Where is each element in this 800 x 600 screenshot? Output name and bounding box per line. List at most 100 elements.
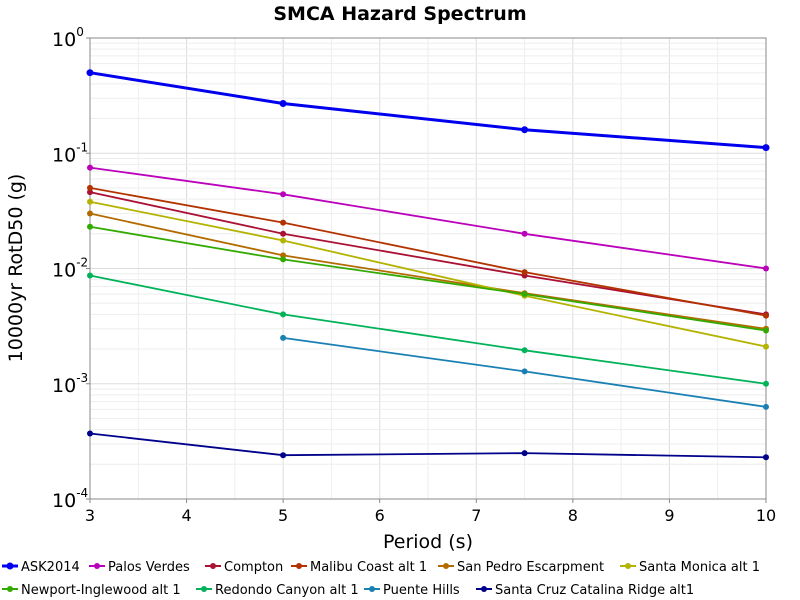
series-line [89, 212, 767, 330]
data-point [280, 334, 287, 341]
data-point [762, 144, 770, 152]
legend-swatch-marker [369, 586, 375, 592]
legend-item: Malibu Coast alt 1 [291, 560, 427, 575]
data-point [763, 265, 769, 272]
legend-label: Malibu Coast alt 1 [310, 560, 427, 575]
data-point [87, 223, 93, 230]
legend-swatch-marker [296, 563, 302, 569]
data-point [280, 191, 287, 198]
x-tick-label: 10 [756, 506, 776, 525]
legend-swatch-marker [210, 563, 216, 569]
series-line [89, 71, 767, 150]
legend-item: ASK2014 [2, 560, 80, 575]
series-group [86, 69, 770, 152]
series-line [89, 200, 767, 348]
data-point [280, 452, 287, 459]
data-point [521, 347, 528, 354]
data-point [763, 327, 769, 334]
legend-label: Palos Verdes [108, 560, 190, 575]
legend-swatch-marker [6, 562, 14, 570]
data-point [87, 189, 93, 196]
legend-swatch-marker [7, 586, 13, 592]
y-tick-label: 10-3 [52, 371, 88, 397]
data-point [521, 368, 528, 375]
legend-label: San Pedro Escarpment [457, 560, 604, 575]
x-tick-label: 6 [375, 506, 385, 525]
series-line [89, 191, 767, 316]
data-point [280, 256, 287, 263]
legend-label: ASK2014 [21, 560, 80, 575]
series-group [87, 184, 769, 319]
y-tick-base: 10 [52, 375, 76, 397]
legend-item: San Pedro Escarpment [438, 560, 604, 575]
y-tick-label: 10-2 [52, 256, 88, 282]
y-tick-base: 10 [52, 260, 76, 282]
data-point [280, 219, 287, 226]
data-point [763, 380, 769, 387]
series-line [89, 225, 767, 332]
y-tick-label: 10-1 [52, 140, 88, 166]
data-point [763, 312, 769, 319]
data-point [521, 230, 528, 237]
data-point [763, 454, 769, 461]
x-axis-ticks: 3 4 5 6 7 8 9 10 [85, 499, 776, 525]
x-tick-label: 8 [568, 506, 578, 525]
data-point [87, 272, 93, 279]
x-tick-label: 5 [278, 506, 288, 525]
legend-item: Palos Verdes [89, 560, 190, 575]
series-layer [86, 69, 770, 461]
legend-item: Santa Monica alt 1 [620, 560, 760, 575]
data-point [763, 403, 769, 410]
grid-lines [89, 38, 767, 500]
data-point [521, 126, 529, 134]
data-point [87, 210, 93, 217]
legend-item: Santa Cruz Catalina Ridge alt1 [476, 583, 694, 598]
data-point [87, 184, 93, 191]
data-point [521, 450, 528, 457]
data-point [86, 69, 94, 77]
series-line [89, 432, 767, 459]
x-tick-label: 9 [664, 506, 674, 525]
legend-label: Compton [224, 560, 283, 575]
y-tick-label: 100 [52, 25, 84, 51]
data-point [280, 230, 287, 237]
y-tick-base: 10 [52, 490, 76, 512]
y-tick-base: 10 [52, 29, 76, 51]
data-point [87, 198, 93, 205]
legend-label: Puente Hills [383, 583, 460, 598]
series-line [89, 166, 767, 270]
legend-label: Santa Cruz Catalina Ridge alt1 [495, 583, 694, 598]
data-point [280, 311, 287, 318]
legend-swatch-marker [443, 563, 449, 569]
y-tick-label: 10-4 [52, 486, 88, 512]
series-group [87, 272, 769, 387]
y-tick-exponent: -4 [76, 486, 88, 500]
data-point [521, 269, 528, 276]
x-tick-label: 3 [85, 506, 95, 525]
legend-swatch-marker [94, 563, 100, 569]
data-point [279, 100, 287, 107]
series-line [89, 187, 767, 317]
series-line [89, 274, 767, 385]
series-group [280, 334, 769, 410]
y-tick-exponent: -3 [76, 371, 88, 385]
series-group [87, 430, 769, 461]
x-tick-label: 4 [181, 506, 191, 525]
legend-swatch-marker [481, 586, 487, 592]
legend-item: Newport-Inglewood alt 1 [2, 583, 181, 598]
y-axis-title: 10000yr RotD50 (g) [5, 174, 27, 363]
data-point [763, 343, 769, 350]
y-tick-base: 10 [52, 144, 76, 166]
chart-title: SMCA Hazard Spectrum [273, 3, 526, 25]
data-point [87, 430, 93, 437]
y-tick-exponent: -2 [76, 256, 88, 270]
legend-swatch-marker [625, 563, 631, 569]
legend-label: Newport-Inglewood alt 1 [21, 583, 181, 598]
x-tick-label: 7 [471, 506, 481, 525]
legend-item: Compton [205, 560, 283, 575]
series-group [87, 164, 769, 272]
data-point [521, 291, 528, 298]
legend-label: Redondo Canyon alt 1 [215, 583, 359, 598]
